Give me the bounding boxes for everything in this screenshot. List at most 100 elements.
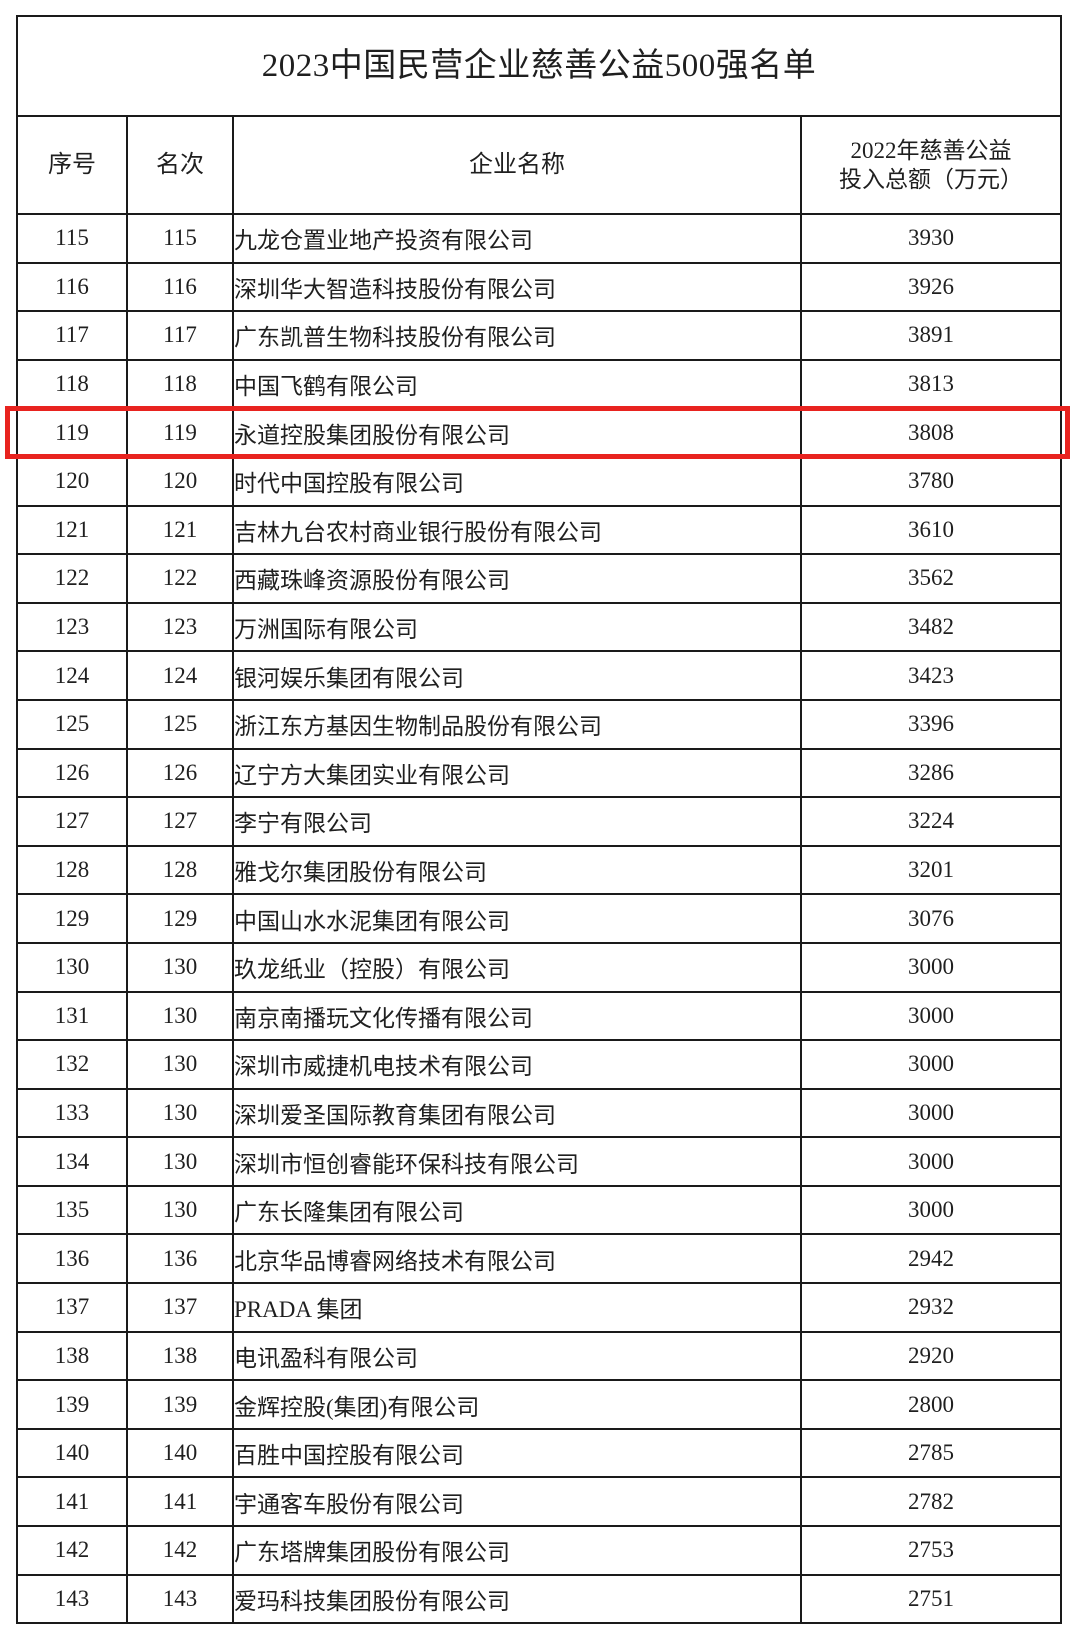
table-row[interactable]: 133 130 深圳爱圣国际教育集团有限公司 3000: [16, 1087, 1062, 1139]
table-row[interactable]: 129 129 中国山水水泥集团有限公司 3076: [16, 893, 1062, 944]
cell-index: 123: [16, 601, 128, 653]
cell-rank: 130: [126, 990, 234, 1042]
table-row[interactable]: 125 125 浙江东方基因生物制品股份有限公司 3396: [16, 698, 1062, 750]
cell-company-name: 深圳华大智造科技股份有限公司: [232, 261, 802, 313]
cell-company-name: 浙江东方基因生物制品股份有限公司: [232, 698, 802, 750]
cell-company-name: 深圳爱圣国际教育集团有限公司: [232, 1087, 802, 1139]
cell-rank: 123: [126, 601, 234, 653]
cell-rank: 142: [126, 1525, 234, 1576]
cell-company-name: 万洲国际有限公司: [232, 601, 802, 653]
cell-index: 137: [16, 1282, 128, 1333]
cell-index: 125: [16, 698, 128, 750]
table-row[interactable]: 143 143 爱玛科技集团股份有限公司 2751: [16, 1573, 1062, 1625]
table-header: 2023中国民营企业慈善公益500强名单 序号 名次 企业名称 2022年慈善公…: [16, 15, 1062, 215]
table-row[interactable]: 128 128 雅戈尔集团股份有限公司 3201: [16, 844, 1062, 896]
table-row[interactable]: 115 115 九龙仓置业地产投资有限公司 3930: [16, 213, 1062, 264]
cell-amount: 3201: [800, 844, 1062, 896]
cell-index: 118: [16, 358, 128, 410]
cell-company-name: 广东长隆集团有限公司: [232, 1184, 802, 1236]
table-row[interactable]: 116 116 深圳华大智造科技股份有限公司 3926: [16, 261, 1062, 313]
cell-index: 132: [16, 1039, 128, 1090]
column-header-rank: 名次: [126, 115, 234, 215]
cell-amount: 2942: [800, 1233, 1062, 1285]
cell-amount: 3808: [800, 407, 1062, 458]
column-header-row: 序号 名次 企业名称 2022年慈善公益 投入总额（万元）: [16, 115, 1062, 215]
cell-rank: 130: [126, 1136, 234, 1187]
cell-index: 143: [16, 1573, 128, 1625]
cell-amount: 3286: [800, 747, 1062, 799]
table-row[interactable]: 130 130 玖龙纸业（控股）有限公司 3000: [16, 941, 1062, 993]
table-row[interactable]: 117 117 广东凯普生物科技股份有限公司 3891: [16, 310, 1062, 361]
cell-amount: 2932: [800, 1282, 1062, 1333]
cell-company-name: 宇通客车股份有限公司: [232, 1476, 802, 1528]
table-row[interactable]: 132 130 深圳市威捷机电技术有限公司 3000: [16, 1039, 1062, 1090]
cell-index: 138: [16, 1330, 128, 1382]
cell-index: 136: [16, 1233, 128, 1285]
cell-index: 117: [16, 310, 128, 361]
cell-company-name: 中国山水水泥集团有限公司: [232, 893, 802, 944]
cell-index: 121: [16, 504, 128, 556]
cell-company-name: 深圳市恒创睿能环保科技有限公司: [232, 1136, 802, 1187]
column-header-amount: 2022年慈善公益 投入总额（万元）: [800, 115, 1062, 215]
table-row[interactable]: 140 140 百胜中国控股有限公司 2785: [16, 1427, 1062, 1479]
table-row[interactable]: 118 118 中国飞鹤有限公司 3813: [16, 358, 1062, 410]
table-row[interactable]: 141 141 宇通客车股份有限公司 2782: [16, 1476, 1062, 1528]
cell-amount: 3813: [800, 358, 1062, 410]
cell-index: 119: [16, 407, 128, 458]
cell-index: 141: [16, 1476, 128, 1528]
cell-index: 135: [16, 1184, 128, 1236]
table-row[interactable]: 134 130 深圳市恒创睿能环保科技有限公司 3000: [16, 1136, 1062, 1187]
cell-company-name: 广东凯普生物科技股份有限公司: [232, 310, 802, 361]
cell-index: 124: [16, 650, 128, 701]
cell-amount: 3482: [800, 601, 1062, 653]
cell-amount: 3000: [800, 941, 1062, 993]
table-row[interactable]: 124 124 银河娱乐集团有限公司 3423: [16, 650, 1062, 701]
cell-rank: 130: [126, 1184, 234, 1236]
table-row[interactable]: 120 120 时代中国控股有限公司 3780: [16, 455, 1062, 507]
cell-index: 129: [16, 893, 128, 944]
cell-amount: 3000: [800, 1039, 1062, 1090]
table-row[interactable]: 119 119 永道控股集团股份有限公司 3808: [16, 407, 1062, 458]
cell-rank: 143: [126, 1573, 234, 1625]
table-row[interactable]: 138 138 电讯盈科有限公司 2920: [16, 1330, 1062, 1382]
cell-amount: 2800: [800, 1379, 1062, 1430]
table-row[interactable]: 122 122 西藏珠峰资源股份有限公司 3562: [16, 553, 1062, 604]
cell-index: 126: [16, 747, 128, 799]
cell-rank: 130: [126, 1087, 234, 1139]
cell-company-name: 吉林九台农村商业银行股份有限公司: [232, 504, 802, 556]
cell-company-name: 金辉控股(集团)有限公司: [232, 1379, 802, 1430]
cell-amount: 3891: [800, 310, 1062, 361]
table-row[interactable]: 142 142 广东塔牌集团股份有限公司 2753: [16, 1525, 1062, 1576]
cell-company-name: 广东塔牌集团股份有限公司: [232, 1525, 802, 1576]
table-row[interactable]: 131 130 南京南播玩文化传播有限公司 3000: [16, 990, 1062, 1042]
cell-index: 142: [16, 1525, 128, 1576]
cell-rank: 126: [126, 747, 234, 799]
cell-company-name: 玖龙纸业（控股）有限公司: [232, 941, 802, 993]
cell-company-name: 电讯盈科有限公司: [232, 1330, 802, 1382]
page-title: 2023中国民营企业慈善公益500强名单: [16, 15, 1062, 117]
table-row[interactable]: 135 130 广东长隆集团有限公司 3000: [16, 1184, 1062, 1236]
cell-amount: 3423: [800, 650, 1062, 701]
table-row[interactable]: 121 121 吉林九台农村商业银行股份有限公司 3610: [16, 504, 1062, 556]
cell-rank: 122: [126, 553, 234, 604]
cell-company-name: 西藏珠峰资源股份有限公司: [232, 553, 802, 604]
cell-company-name: 银河娱乐集团有限公司: [232, 650, 802, 701]
table-row[interactable]: 123 123 万洲国际有限公司 3482: [16, 601, 1062, 653]
cell-company-name: 深圳市威捷机电技术有限公司: [232, 1039, 802, 1090]
cell-amount: 3000: [800, 1184, 1062, 1236]
cell-amount: 3930: [800, 213, 1062, 264]
table-row[interactable]: 137 137 PRADA 集团 2932: [16, 1282, 1062, 1333]
cell-index: 131: [16, 990, 128, 1042]
cell-rank: 136: [126, 1233, 234, 1285]
cell-amount: 3926: [800, 261, 1062, 313]
cell-index: 122: [16, 553, 128, 604]
cell-amount: 3000: [800, 1087, 1062, 1139]
table-row[interactable]: 126 126 辽宁方大集团实业有限公司 3286: [16, 747, 1062, 799]
table-row[interactable]: 139 139 金辉控股(集团)有限公司 2800: [16, 1379, 1062, 1430]
table-row[interactable]: 127 127 李宁有限公司 3224: [16, 796, 1062, 847]
cell-index: 134: [16, 1136, 128, 1187]
cell-amount: 3224: [800, 796, 1062, 847]
table-row[interactable]: 136 136 北京华品博睿网络技术有限公司 2942: [16, 1233, 1062, 1285]
column-header-name: 企业名称: [232, 115, 802, 215]
